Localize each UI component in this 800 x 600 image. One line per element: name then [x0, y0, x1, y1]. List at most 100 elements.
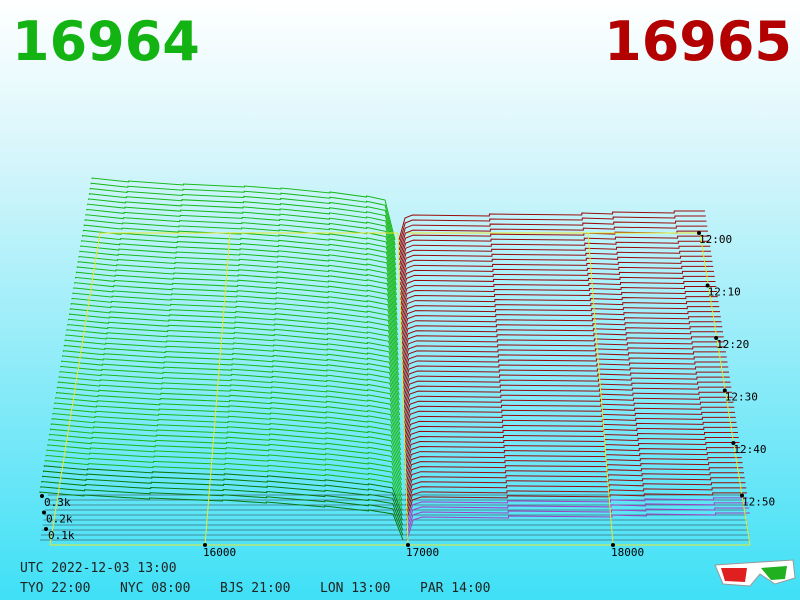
clock-label: NYC 08:00 — [120, 581, 190, 596]
bid-depth-line — [84, 219, 397, 281]
bid-depth-line — [88, 193, 396, 256]
ask-depth-line — [400, 296, 718, 326]
bid-depth-line — [48, 439, 403, 491]
bid-depth-line — [64, 339, 400, 396]
time-tick — [705, 283, 710, 288]
ask-depth-line — [398, 225, 708, 256]
ask-depth-line — [402, 361, 728, 391]
ask-depth-line — [400, 286, 717, 316]
frame — [49, 232, 751, 546]
ask-depth-line — [403, 396, 733, 426]
bid-depth-line — [47, 444, 403, 496]
ask-depth-line — [403, 416, 736, 446]
bid-depth-line — [59, 371, 401, 426]
ask-depth-line — [401, 336, 724, 366]
ask-depth-line — [406, 497, 748, 526]
bid-depth-line — [55, 392, 401, 446]
ask-depth-line — [403, 406, 735, 436]
bid-depth-line — [89, 187, 396, 251]
bid-depth-line — [57, 381, 401, 436]
bid-depth-line — [54, 402, 402, 456]
time-tick — [722, 388, 727, 393]
depth-rows — [39, 177, 750, 541]
time-label: 12:40 — [733, 443, 766, 456]
bid-depth-line — [51, 418, 402, 471]
bid-depth-line — [66, 329, 400, 386]
time-tick — [697, 231, 701, 235]
ask-depth-line — [402, 366, 729, 396]
depth-tick — [42, 510, 46, 515]
ask-depth-line — [399, 250, 711, 281]
ask-depth-line — [402, 351, 726, 381]
bid-depth-line — [81, 240, 398, 301]
frame-line — [397, 232, 409, 546]
time-tick — [714, 336, 719, 340]
clock-label: PAR 14:00 — [420, 581, 490, 596]
glasses-right-lens — [761, 566, 787, 580]
price-tick — [203, 543, 207, 547]
bid-depth-line — [78, 255, 398, 316]
bid-depth-line — [42, 470, 403, 521]
ask-depth-line — [399, 260, 713, 291]
ask-depth-line — [406, 507, 750, 536]
bid-price: 16964 — [12, 10, 200, 73]
time-label: 12:00 — [699, 233, 732, 246]
bid-depth-line — [81, 235, 397, 296]
frame-line — [587, 232, 614, 546]
bid-depth-line — [46, 449, 403, 501]
bid-depth-line — [45, 454, 403, 506]
ask-depth-line — [402, 376, 730, 406]
ask-depth-line — [403, 411, 735, 441]
bid-depth-line — [80, 245, 398, 306]
ask-depth-line — [405, 492, 747, 521]
bid-depth-line — [70, 303, 399, 361]
depth-label: 0.1k — [48, 529, 75, 542]
depth-label: 0.3k — [44, 496, 71, 509]
bid-depth-line — [49, 433, 403, 486]
ask-depth-line — [398, 220, 707, 251]
time-label: 12:10 — [708, 286, 741, 299]
bid-depth-line — [91, 177, 396, 241]
ask-depth-line — [398, 210, 705, 241]
bid-depth-line — [68, 318, 400, 376]
ask-depth-line — [403, 401, 734, 431]
time-tick — [740, 493, 744, 498]
axis-labels: 16000 17000 18000 0.3k 0.2k 0.1k 12:00 12:10 12:… — [40, 231, 775, 559]
bid-depth-line — [43, 465, 403, 516]
bid-depth-line — [40, 486, 404, 536]
bid-depth-line — [69, 308, 399, 366]
ask-depth-line — [401, 341, 725, 371]
ask-price: 16965 — [604, 10, 792, 73]
bid-depth-line — [42, 475, 404, 526]
glasses-left-lens — [721, 568, 747, 582]
ask-depth-line — [403, 386, 732, 416]
ask-depth-line — [400, 291, 717, 321]
bid-depth-line — [75, 271, 398, 331]
time-tick — [731, 441, 736, 445]
ask-depth-line — [399, 245, 711, 276]
ask-depth-line — [402, 346, 726, 376]
ask-depth-line — [401, 321, 722, 351]
bid-depth-line — [87, 203, 397, 266]
ask-depth-line — [405, 472, 744, 501]
price-label: 16000 — [203, 546, 236, 559]
price-tick — [406, 543, 410, 547]
bid-depth-line — [73, 287, 399, 346]
ask-depth-line — [399, 255, 712, 286]
depth-tick — [40, 494, 44, 498]
bid-depth-line — [63, 344, 400, 401]
3d-glasses-icon[interactable] — [714, 559, 796, 587]
ask-depth-line — [406, 502, 749, 531]
price-label: 17000 — [406, 546, 439, 559]
bid-depth-line — [88, 198, 397, 261]
bid-depth-line — [76, 266, 398, 326]
utc-time: UTC 2022-12-03 13:00 — [20, 561, 177, 576]
price-label: 18000 — [611, 546, 644, 559]
bid-depth-line — [79, 250, 398, 311]
ask-depth-line — [399, 240, 710, 271]
ask-depth-line — [401, 316, 721, 346]
ask-depth-line — [401, 306, 720, 336]
world-clocks: TYO 22:00 NYC 08:00 BJS 21:00 LON 13:00 PAR … — [20, 581, 490, 596]
ask-depth-line — [402, 371, 729, 401]
